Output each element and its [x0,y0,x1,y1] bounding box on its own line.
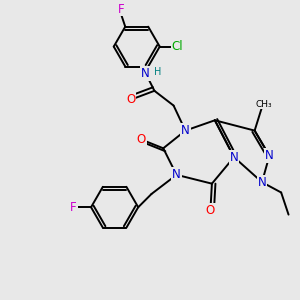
Text: O: O [206,204,215,217]
Text: N: N [141,67,150,80]
Text: N: N [258,176,266,189]
Text: CH₃: CH₃ [255,100,272,109]
Text: F: F [70,201,77,214]
Text: H: H [154,67,162,77]
Text: N: N [230,151,238,164]
Text: Cl: Cl [172,40,183,53]
Text: F: F [118,2,124,16]
Text: O: O [136,133,146,146]
Text: N: N [265,149,274,162]
Text: N: N [172,168,181,181]
Text: N: N [181,124,190,137]
Text: O: O [126,93,136,106]
